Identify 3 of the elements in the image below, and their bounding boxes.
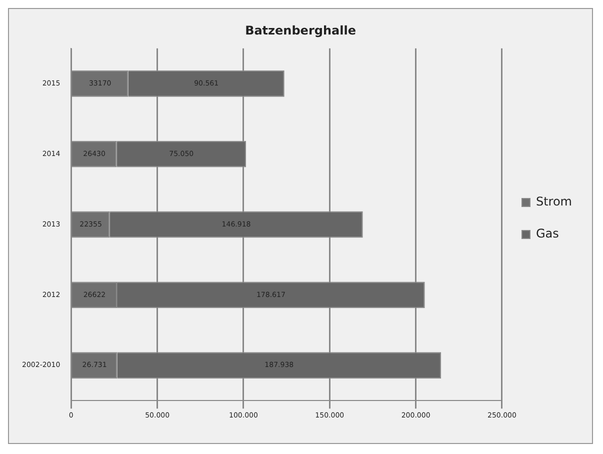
legend-label: Strom [536,194,572,209]
chart-title: Batzenberghalle [245,23,356,38]
legend-label: Gas [536,226,559,241]
